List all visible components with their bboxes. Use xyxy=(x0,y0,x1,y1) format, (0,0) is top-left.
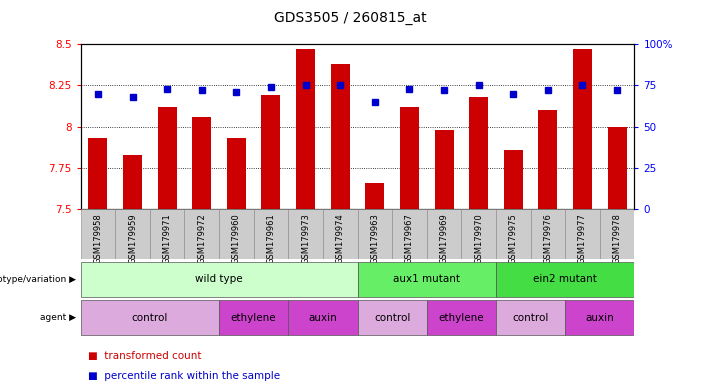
Bar xyxy=(600,209,634,259)
Text: GSM179974: GSM179974 xyxy=(336,213,345,264)
Bar xyxy=(192,117,211,209)
Bar xyxy=(538,110,557,209)
Text: ■  percentile rank within the sample: ■ percentile rank within the sample xyxy=(88,371,280,381)
Bar xyxy=(427,300,496,335)
Bar xyxy=(115,209,150,259)
Bar xyxy=(219,209,254,259)
Text: genotype/variation ▶: genotype/variation ▶ xyxy=(0,275,76,284)
Text: auxin: auxin xyxy=(585,313,614,323)
Bar xyxy=(81,262,358,297)
Text: GSM179975: GSM179975 xyxy=(509,213,518,264)
Text: control: control xyxy=(132,313,168,323)
Text: control: control xyxy=(512,313,549,323)
Bar xyxy=(88,138,107,209)
Text: GDS3505 / 260815_at: GDS3505 / 260815_at xyxy=(274,11,427,25)
Bar xyxy=(358,209,392,259)
Text: GSM179973: GSM179973 xyxy=(301,213,310,264)
Bar xyxy=(323,209,358,259)
Bar xyxy=(435,130,454,209)
Text: GSM179960: GSM179960 xyxy=(232,213,241,264)
Text: ■  transformed count: ■ transformed count xyxy=(88,351,201,361)
Bar xyxy=(296,49,315,209)
Bar xyxy=(123,155,142,209)
Text: GSM179963: GSM179963 xyxy=(370,213,379,264)
Text: control: control xyxy=(374,313,410,323)
Bar xyxy=(469,97,488,209)
Bar xyxy=(504,150,523,209)
Text: GSM179976: GSM179976 xyxy=(543,213,552,264)
Bar xyxy=(331,64,350,209)
Bar xyxy=(400,107,419,209)
Text: GSM179961: GSM179961 xyxy=(266,213,275,264)
Bar xyxy=(81,209,115,259)
Bar xyxy=(150,209,184,259)
Bar xyxy=(261,95,280,209)
Bar xyxy=(158,107,177,209)
Text: GSM179958: GSM179958 xyxy=(93,213,102,264)
Bar xyxy=(461,209,496,259)
Bar xyxy=(496,300,565,335)
Text: agent ▶: agent ▶ xyxy=(39,313,76,322)
Bar xyxy=(288,209,323,259)
Bar xyxy=(573,49,592,209)
Bar xyxy=(608,127,627,209)
Bar xyxy=(496,262,634,297)
Bar xyxy=(358,300,427,335)
Text: GSM179971: GSM179971 xyxy=(163,213,172,264)
Text: wild type: wild type xyxy=(196,274,243,285)
Text: GSM179967: GSM179967 xyxy=(405,213,414,264)
Text: GSM179977: GSM179977 xyxy=(578,213,587,264)
Bar xyxy=(496,209,531,259)
Bar xyxy=(358,262,496,297)
Bar xyxy=(254,209,288,259)
Text: ein2 mutant: ein2 mutant xyxy=(533,274,597,285)
Bar xyxy=(365,183,384,209)
Text: ethylene: ethylene xyxy=(439,313,484,323)
Bar xyxy=(81,300,219,335)
Bar xyxy=(392,209,427,259)
Text: GSM179969: GSM179969 xyxy=(440,213,449,264)
Bar xyxy=(531,209,565,259)
Text: auxin: auxin xyxy=(308,313,337,323)
Text: GSM179972: GSM179972 xyxy=(197,213,206,264)
Bar xyxy=(288,300,358,335)
Text: aux1 mutant: aux1 mutant xyxy=(393,274,461,285)
Bar xyxy=(184,209,219,259)
Bar xyxy=(219,300,288,335)
Bar xyxy=(565,209,600,259)
Text: GSM179978: GSM179978 xyxy=(613,213,622,264)
Bar xyxy=(565,300,634,335)
Text: ethylene: ethylene xyxy=(231,313,276,323)
Bar xyxy=(427,209,461,259)
Text: GSM179970: GSM179970 xyxy=(474,213,483,264)
Text: GSM179959: GSM179959 xyxy=(128,213,137,264)
Bar xyxy=(227,138,246,209)
